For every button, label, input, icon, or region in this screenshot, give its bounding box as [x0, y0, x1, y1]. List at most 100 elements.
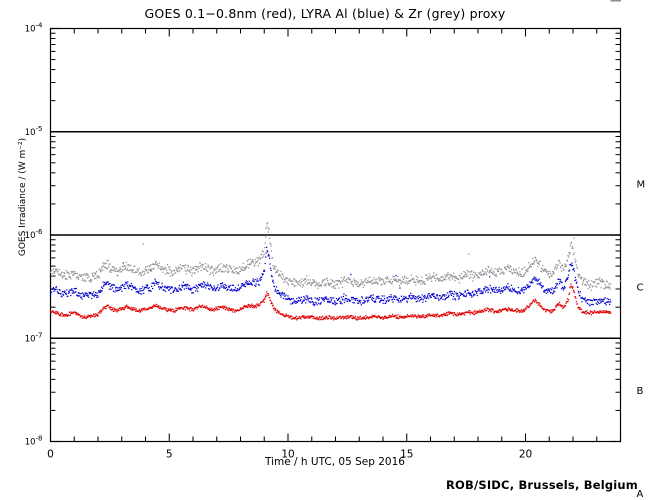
data-point	[231, 308, 233, 310]
data-point	[471, 311, 473, 313]
data-point	[408, 280, 410, 282]
data-point	[418, 295, 420, 297]
data-point	[553, 287, 555, 290]
data-point	[462, 293, 464, 295]
data-point	[128, 265, 130, 267]
data-point	[301, 280, 303, 283]
data-point	[414, 298, 416, 300]
data-point	[400, 316, 402, 318]
data-point	[243, 285, 245, 287]
data-point	[227, 309, 229, 311]
data-point	[526, 271, 528, 273]
data-point	[431, 314, 433, 316]
y-tick-label: 10-8	[25, 435, 43, 448]
data-point	[522, 275, 524, 277]
data-point	[342, 295, 345, 298]
data-point	[597, 278, 599, 280]
data-point	[333, 316, 335, 318]
data-point	[555, 284, 558, 286]
data-point	[153, 284, 156, 286]
data-point	[404, 315, 406, 317]
data-point	[326, 277, 328, 279]
data-point	[581, 283, 583, 286]
data-point	[511, 272, 514, 274]
data-point	[264, 262, 266, 265]
data-point	[267, 253, 270, 256]
data-point	[125, 305, 127, 307]
data-point	[246, 265, 248, 268]
data-point	[53, 290, 55, 292]
data-point	[105, 307, 107, 310]
data-point	[484, 309, 486, 311]
data-point	[189, 287, 191, 289]
data-point	[542, 309, 544, 311]
data-point	[383, 315, 386, 317]
data-point	[340, 283, 342, 285]
data-point	[226, 289, 228, 291]
data-point	[83, 273, 85, 275]
data-point	[396, 317, 398, 320]
data-point	[323, 317, 325, 319]
data-point	[132, 269, 134, 271]
data-point	[86, 272, 88, 275]
data-point	[583, 279, 585, 281]
data-point	[441, 280, 444, 282]
data-point	[57, 270, 59, 272]
data-point	[363, 316, 365, 318]
data-point	[489, 309, 491, 311]
data-point	[295, 302, 297, 305]
data-point	[356, 316, 358, 318]
data-point	[446, 314, 449, 316]
data-point	[166, 286, 168, 288]
data-point	[377, 295, 379, 298]
data-point	[574, 261, 577, 263]
data-point	[281, 294, 283, 296]
data-point	[152, 287, 154, 290]
data-point	[249, 283, 251, 285]
data-point	[474, 294, 476, 296]
data-point	[482, 291, 484, 293]
data-point	[278, 311, 281, 313]
data-point	[112, 307, 114, 309]
data-point	[567, 276, 569, 279]
data-point	[249, 258, 251, 260]
data-point	[104, 267, 107, 269]
data-point	[321, 297, 323, 299]
data-point	[157, 286, 160, 288]
data-point	[298, 296, 300, 299]
data-point	[535, 280, 537, 282]
data-point	[183, 288, 185, 290]
data-point	[304, 278, 306, 281]
data-point	[273, 285, 276, 288]
flare-class-label-c: C	[637, 283, 644, 294]
data-point	[195, 269, 197, 271]
data-point	[559, 279, 562, 281]
data-point	[553, 291, 556, 293]
data-point	[208, 266, 210, 268]
data-point	[64, 290, 66, 292]
data-point	[619, 311, 622, 313]
data-point	[518, 311, 521, 313]
data-point	[500, 287, 503, 289]
data-point	[312, 315, 314, 318]
data-point	[76, 276, 78, 279]
data-point	[367, 301, 369, 303]
data-point	[495, 289, 498, 291]
data-point	[205, 287, 207, 289]
data-point	[400, 283, 403, 285]
data-point	[117, 308, 119, 310]
data-point	[56, 290, 59, 293]
data-point	[214, 289, 216, 291]
data-point	[362, 286, 364, 288]
data-point	[306, 283, 308, 286]
data-point	[433, 313, 435, 315]
data-point	[501, 308, 504, 310]
data-point	[98, 268, 100, 270]
data-point	[435, 280, 437, 282]
data-point	[440, 280, 443, 282]
data-point	[485, 267, 487, 270]
data-point	[126, 306, 128, 308]
data-point	[466, 269, 468, 272]
data-point	[92, 292, 94, 295]
data-point	[379, 300, 381, 303]
